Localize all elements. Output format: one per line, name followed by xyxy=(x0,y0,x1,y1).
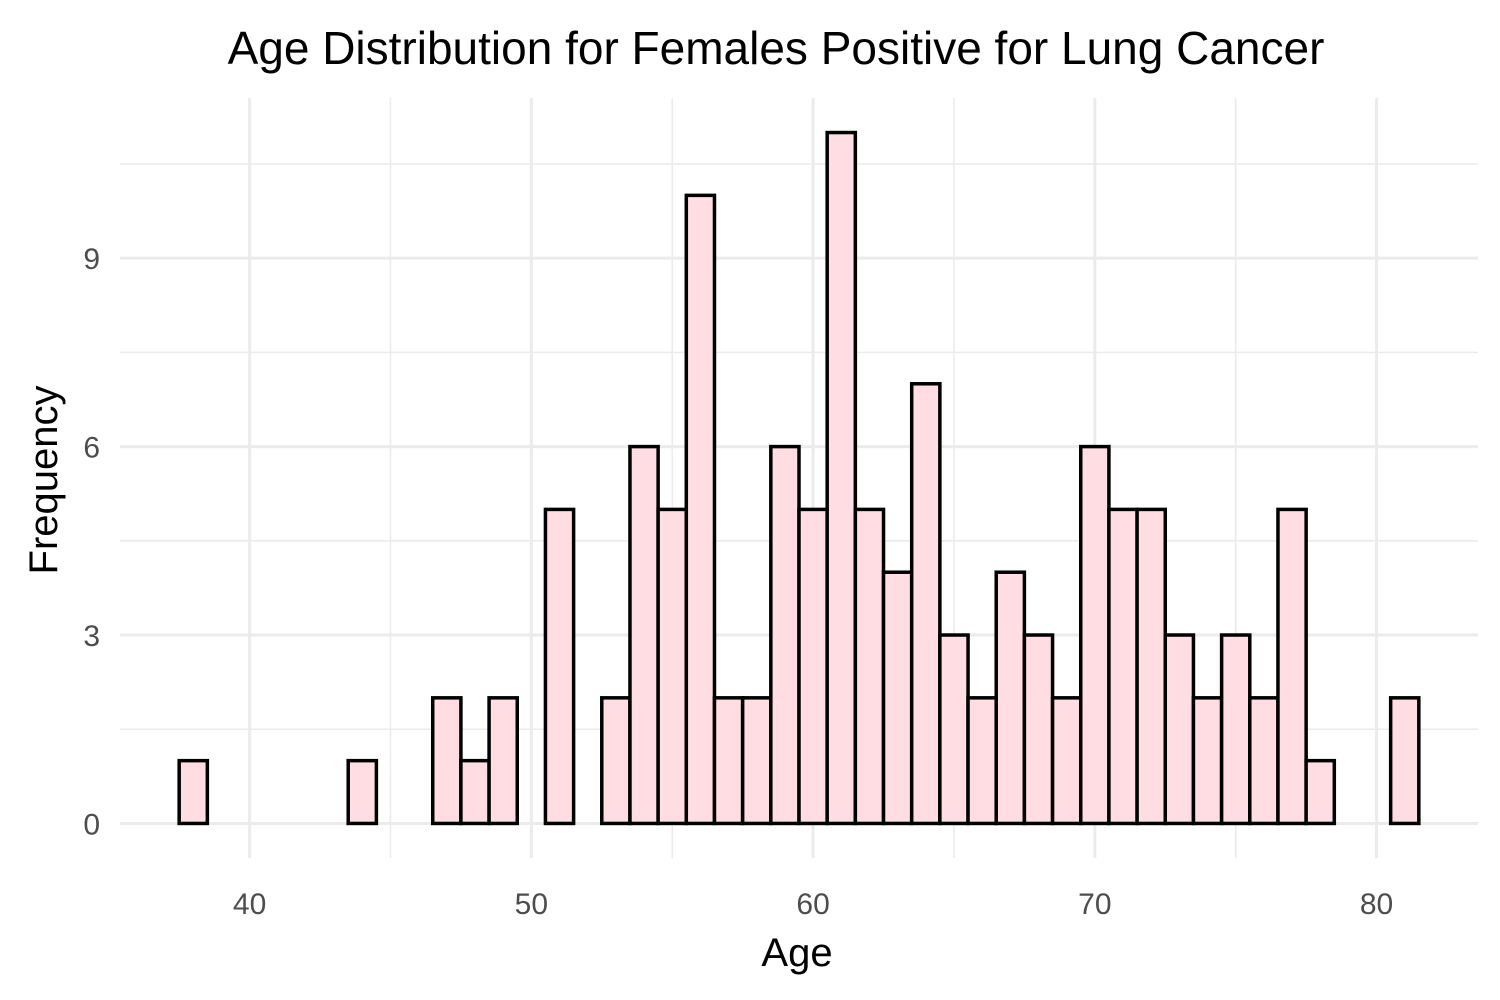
histogram-bar xyxy=(740,696,773,826)
histogram-bar xyxy=(994,570,1027,826)
histogram-bar xyxy=(1191,696,1224,826)
x-axis-title: Age xyxy=(761,931,832,975)
histogram-bar xyxy=(1135,507,1168,826)
histogram-bar xyxy=(1248,696,1280,826)
histogram-bar xyxy=(1276,507,1308,826)
histogram-bar xyxy=(909,382,942,826)
histogram-bar xyxy=(1107,507,1139,826)
histogram-bar xyxy=(543,507,576,826)
x-tick-label: 70 xyxy=(1078,888,1111,921)
histogram-bar xyxy=(825,130,858,826)
histogram-bar xyxy=(177,758,210,826)
x-tick-label: 40 xyxy=(233,888,266,921)
histogram-bar xyxy=(966,696,998,826)
chart-title: Age Distribution for Females Positive fo… xyxy=(228,22,1325,74)
histogram-bar xyxy=(1388,696,1421,826)
histogram-bar xyxy=(1022,633,1055,826)
histogram-bar xyxy=(600,696,632,826)
histogram-bar xyxy=(1304,758,1337,826)
histogram-bar xyxy=(881,570,914,826)
histogram-bar xyxy=(938,633,970,826)
y-tick-label: 9 xyxy=(83,243,100,276)
y-axis-title: Frequency xyxy=(22,386,66,575)
x-tick-label: 60 xyxy=(796,888,829,921)
histogram-bar xyxy=(656,507,689,826)
histogram-bar xyxy=(487,696,520,826)
histogram-bar xyxy=(1163,633,1196,826)
histogram-bar xyxy=(712,696,745,826)
histogram-bar xyxy=(628,444,660,826)
histogram-bar xyxy=(797,507,829,826)
histogram-bar xyxy=(769,444,801,826)
histogram-bar xyxy=(853,507,886,826)
y-tick-label: 0 xyxy=(83,808,100,841)
histogram-bar xyxy=(684,193,717,826)
y-tick-label: 6 xyxy=(83,432,100,465)
histogram-bar xyxy=(1050,696,1083,826)
histogram-bar xyxy=(1219,633,1252,826)
bars-group xyxy=(177,130,1421,826)
x-tick-label: 50 xyxy=(515,888,548,921)
histogram-bar xyxy=(346,758,379,826)
histogram-bar xyxy=(430,696,463,826)
x-tick-label: 80 xyxy=(1360,888,1393,921)
histogram-bar xyxy=(459,758,491,826)
tick-labels-group: 40 50 60 70 80 0 3 6 9 xyxy=(83,243,1393,921)
histogram-bar xyxy=(1078,444,1111,826)
y-tick-label: 3 xyxy=(83,620,100,653)
